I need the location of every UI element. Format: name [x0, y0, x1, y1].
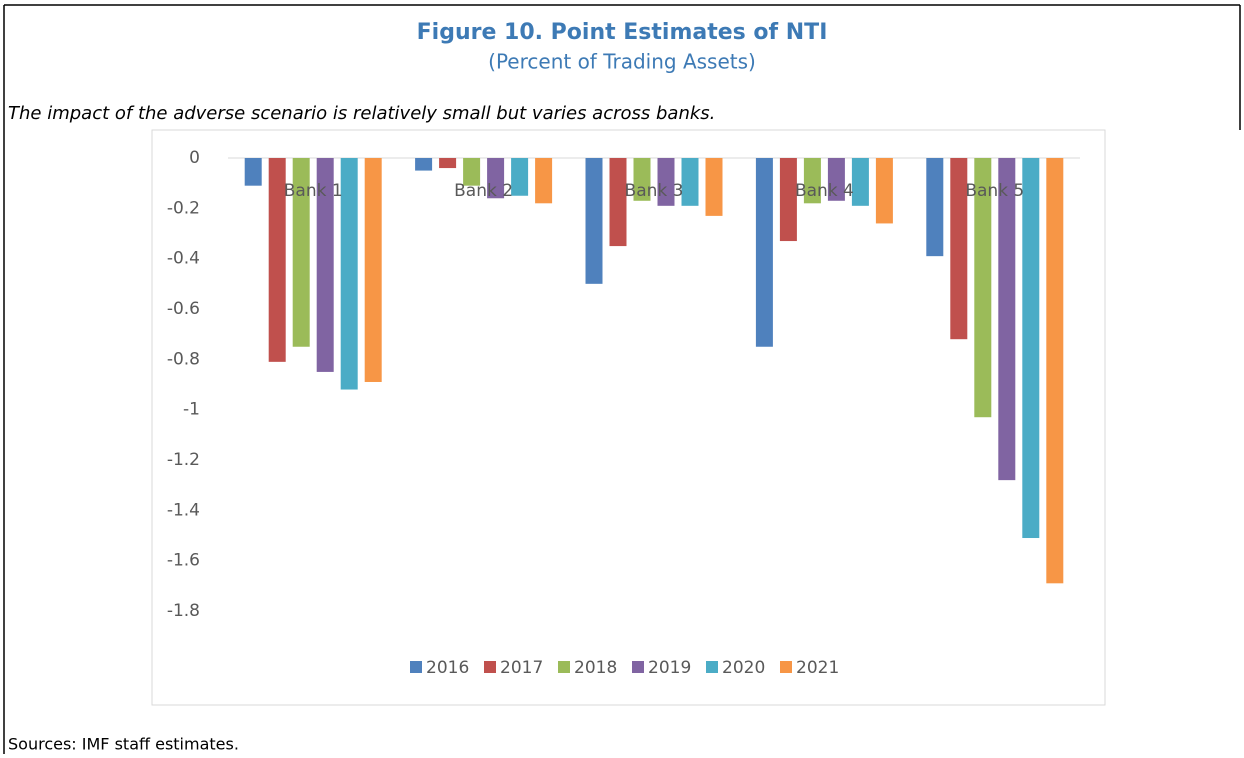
y-tick-label: -0.2 — [167, 198, 200, 218]
bar — [998, 158, 1016, 481]
legend-swatch — [632, 661, 644, 673]
y-tick-label: -1.8 — [167, 601, 200, 621]
legend-label: 2021 — [796, 658, 839, 678]
bar — [1022, 158, 1040, 539]
source: Sources: IMF staff estimates. — [8, 735, 239, 754]
bar — [316, 158, 334, 372]
bar — [585, 158, 603, 284]
annotation: The impact of the adverse scenario is re… — [8, 103, 715, 124]
bar — [827, 158, 845, 201]
legend-swatch — [558, 661, 570, 673]
bar — [487, 158, 505, 199]
x-tick-label: Bank 3 — [625, 181, 684, 201]
legend-swatch — [706, 661, 718, 673]
y-tick-label: -0.8 — [167, 349, 200, 369]
chart-area — [151, 129, 1106, 706]
x-tick-label: Bank 5 — [965, 181, 1024, 201]
bar — [681, 158, 699, 206]
legend-swatch — [780, 661, 792, 673]
chart-title: Figure 10. Point Estimates of NTI — [417, 20, 828, 45]
legend-label: 2016 — [426, 658, 469, 678]
bar — [926, 158, 944, 257]
y-tick-label: 0 — [189, 148, 200, 168]
chart-subtitle: (Percent of Trading Assets) — [488, 50, 756, 74]
bar — [657, 158, 675, 206]
x-tick-label: Bank 2 — [454, 181, 513, 201]
bar — [364, 158, 382, 382]
bar — [340, 158, 358, 390]
bar — [244, 158, 262, 186]
bar — [292, 158, 310, 347]
bar — [535, 158, 553, 204]
legend-label: 2018 — [574, 658, 617, 678]
legend-label: 2020 — [722, 658, 765, 678]
y-tick-label: -0.6 — [167, 299, 200, 319]
y-tick-label: -1 — [183, 400, 200, 420]
bar — [974, 158, 992, 418]
bar — [705, 158, 723, 216]
bar — [1046, 158, 1064, 584]
bar — [609, 158, 627, 247]
bar — [875, 158, 893, 224]
bar — [439, 158, 457, 169]
bar — [950, 158, 968, 340]
x-tick-label: Bank 4 — [795, 181, 854, 201]
legend-label: 2017 — [500, 658, 543, 678]
bar — [755, 158, 773, 347]
x-tick-label: Bank 1 — [284, 181, 343, 201]
bar — [415, 158, 433, 171]
y-tick-label: -0.4 — [167, 249, 200, 269]
bar — [851, 158, 869, 206]
bar — [463, 158, 481, 186]
bar — [803, 158, 821, 204]
y-tick-label: -1.4 — [167, 500, 200, 520]
legend-swatch — [410, 661, 422, 673]
bar — [633, 158, 651, 201]
bar — [511, 158, 529, 196]
legend-label: 2019 — [648, 658, 691, 678]
y-tick-label: -1.2 — [167, 450, 200, 470]
legend-swatch — [484, 661, 496, 673]
y-tick-label: -1.6 — [167, 551, 200, 571]
bar — [268, 158, 286, 362]
bar — [779, 158, 797, 242]
